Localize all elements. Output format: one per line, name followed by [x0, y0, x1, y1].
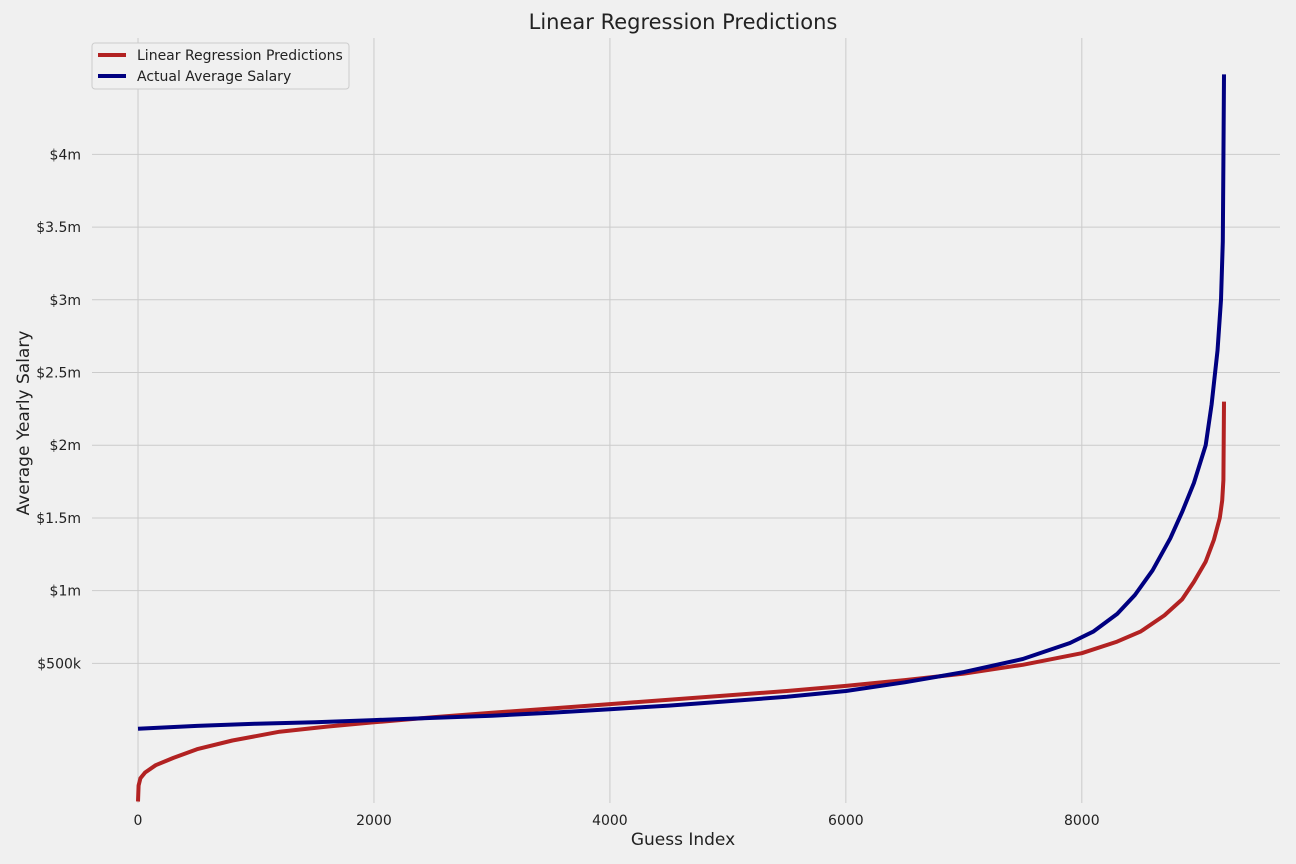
grid	[92, 38, 1280, 803]
y-tick-label: $1m	[50, 584, 81, 600]
y-tick-label: $1.5m	[36, 511, 81, 527]
y-tick-label: $4m	[50, 147, 81, 163]
legend-frame	[91, 42, 350, 90]
legend: Linear Regression Predictions Actual Ave…	[91, 42, 350, 90]
tick-labels: 0 2000 4000 6000 8000 $500k $1m $1.5m $2m $2.5m $3…	[36, 147, 1099, 829]
series-line-actual-average-salary	[137, 74, 1226, 731]
y-tick-label: $500k	[37, 656, 82, 672]
y-tick-label: $2.5m	[36, 366, 81, 382]
series-lines	[136, 74, 1226, 802]
x-axis-label: Guess Index	[631, 830, 735, 850]
y-tick-label: $3m	[50, 293, 81, 309]
y-tick-label: $3.5m	[36, 220, 81, 236]
legend-label-linear-regression-predictions: Linear Regression Predictions	[137, 48, 343, 64]
y-axis-label: Average Yearly Salary	[14, 331, 34, 516]
legend-label-actual-average-salary: Actual Average Salary	[137, 69, 291, 85]
x-tick-label: 6000	[828, 813, 864, 829]
y-tick-label: $2m	[50, 438, 81, 454]
x-tick-label: 4000	[592, 813, 628, 829]
chart-title: Linear Regression Predictions	[529, 10, 838, 34]
x-tick-label: 0	[134, 813, 143, 829]
series-line-linear-regression-predictions	[136, 401, 1226, 802]
x-tick-label: 2000	[356, 813, 392, 829]
x-tick-label: 8000	[1064, 813, 1100, 829]
